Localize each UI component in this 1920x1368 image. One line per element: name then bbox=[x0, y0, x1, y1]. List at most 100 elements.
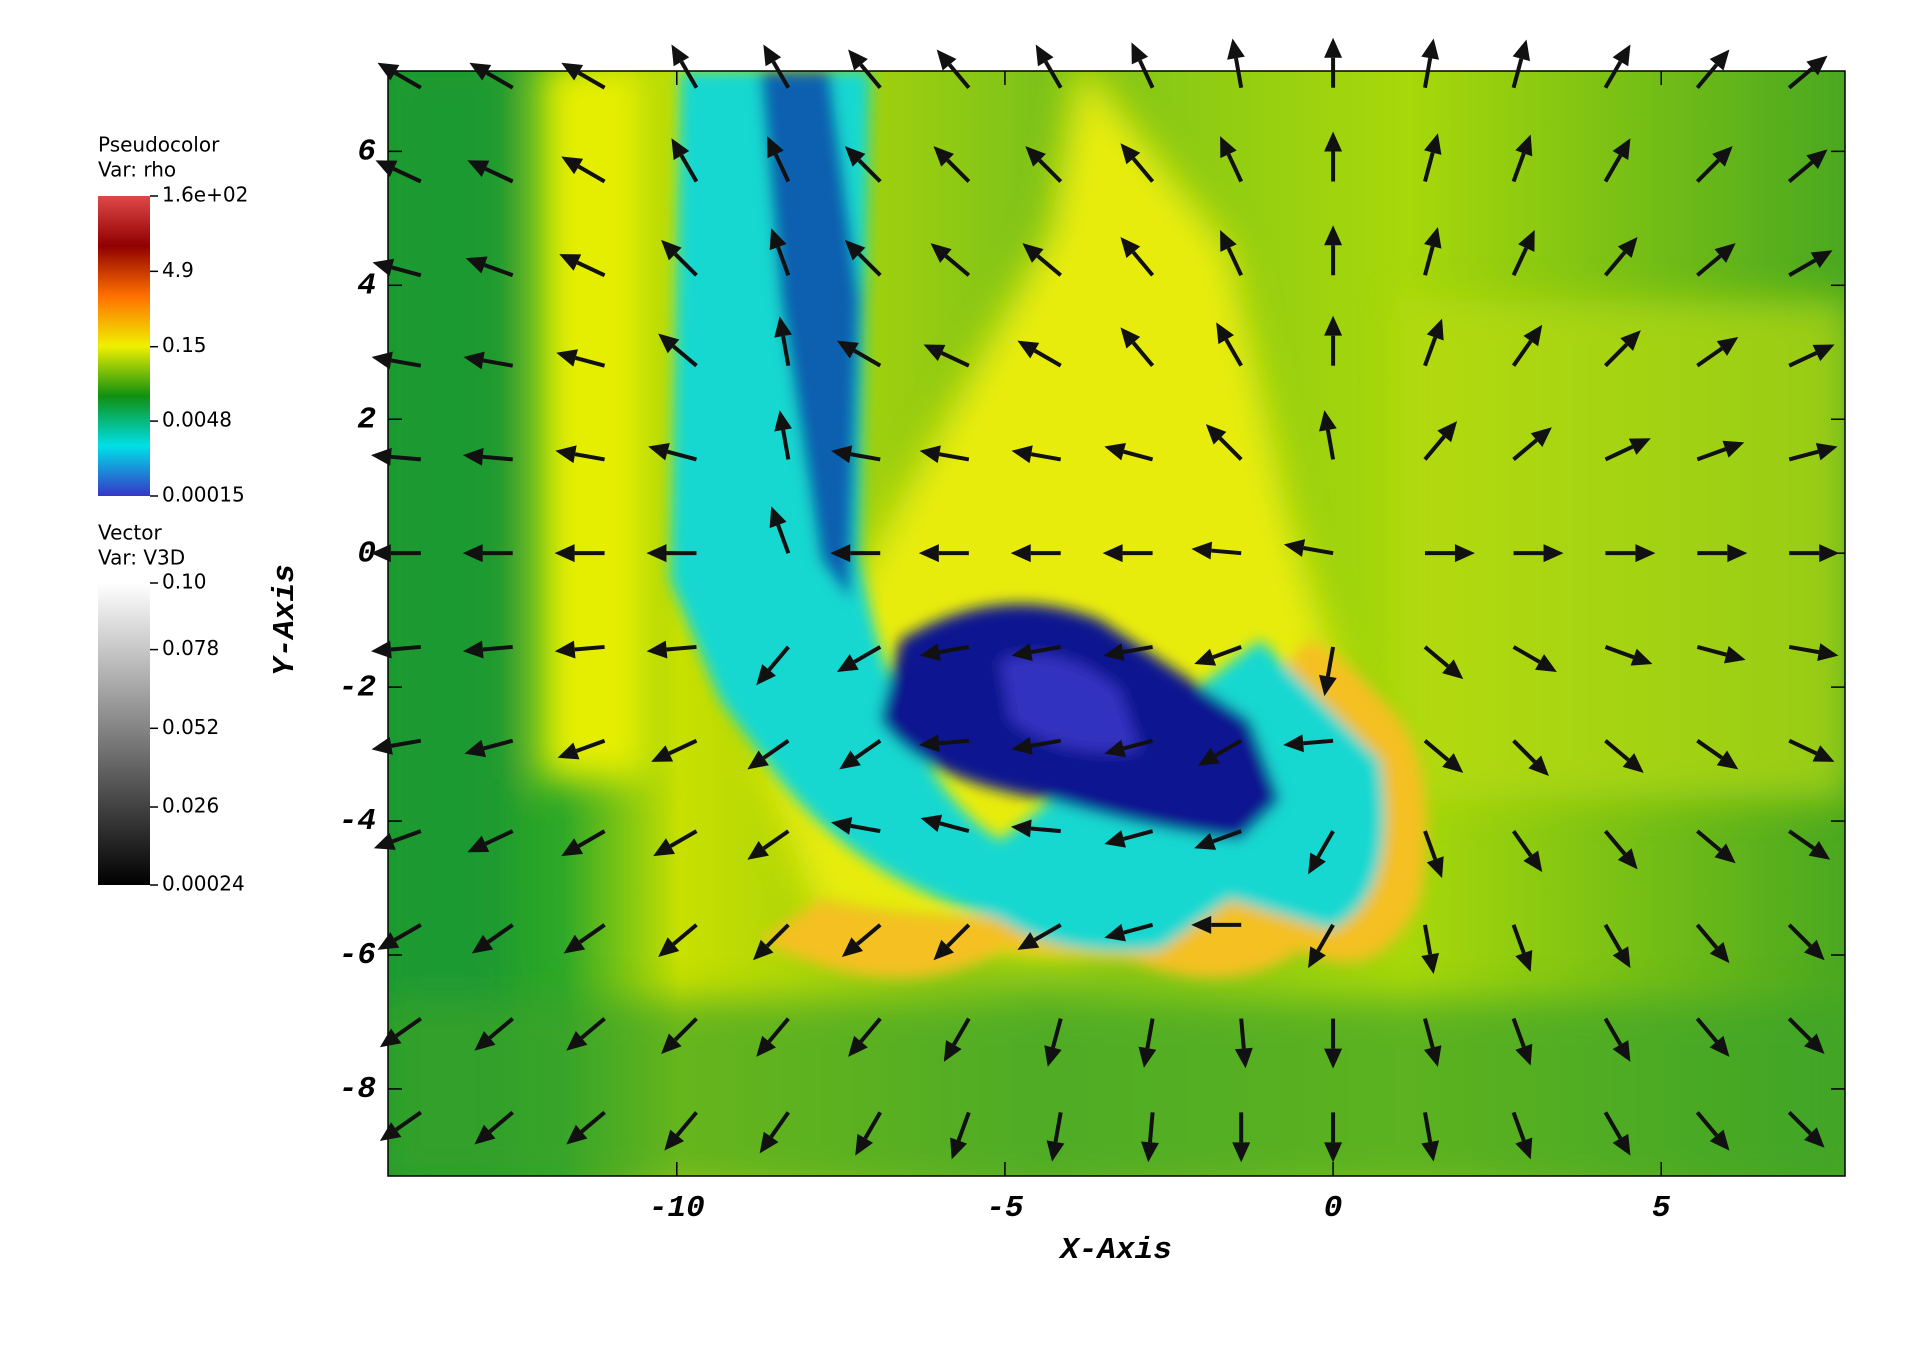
vector-arrow bbox=[1697, 544, 1748, 563]
vector-arrow bbox=[1604, 739, 1644, 773]
arrow-head bbox=[1806, 55, 1828, 76]
arrow-head bbox=[559, 254, 582, 271]
vector-arrow bbox=[1603, 1017, 1631, 1062]
arrow-head bbox=[377, 62, 400, 81]
arrow-head bbox=[1197, 747, 1220, 766]
vector-arrow bbox=[1788, 643, 1839, 662]
arrow-head bbox=[375, 160, 398, 177]
vector-arrow bbox=[462, 447, 513, 466]
arrow-shaft bbox=[1211, 548, 1242, 556]
arrow-shaft bbox=[853, 348, 882, 368]
vector-arrow bbox=[1512, 427, 1552, 461]
arrow-head bbox=[661, 239, 682, 261]
arrow-head bbox=[377, 932, 400, 950]
arrow-head bbox=[1010, 544, 1031, 563]
arrow-shaft bbox=[1122, 644, 1153, 655]
arrow-shaft bbox=[390, 738, 422, 748]
vector-arrow bbox=[848, 1017, 882, 1057]
arrow-head bbox=[1324, 315, 1343, 336]
arrow-shaft bbox=[1131, 157, 1155, 183]
arrow-head bbox=[1617, 848, 1638, 870]
arrow-head bbox=[1283, 734, 1304, 753]
arrow-head bbox=[1308, 946, 1326, 969]
y-tick-label: -2 bbox=[339, 670, 376, 705]
arrow-head bbox=[933, 146, 954, 167]
vector-arrow bbox=[1194, 829, 1242, 850]
arrow-shaft bbox=[1131, 341, 1155, 367]
vector-arrow bbox=[474, 1110, 514, 1145]
arrow-head bbox=[1622, 753, 1644, 773]
vector-arrow bbox=[1695, 1017, 1730, 1057]
vector-arrow bbox=[651, 738, 698, 762]
arrow-shaft bbox=[488, 1110, 514, 1134]
vector-arrow bbox=[1011, 737, 1062, 755]
arrow-head bbox=[1810, 250, 1833, 269]
vector-arrow bbox=[1603, 829, 1638, 870]
vector-arrow bbox=[1324, 315, 1343, 366]
arrow-shaft bbox=[580, 1017, 606, 1040]
arrow-shaft bbox=[1695, 63, 1719, 90]
vector-arrow bbox=[1696, 829, 1736, 864]
vector-arrow bbox=[379, 1110, 422, 1142]
arrow-head bbox=[1442, 753, 1464, 773]
arrow-head bbox=[752, 939, 774, 961]
colorbar-tick-label: 1.6e+02 bbox=[162, 183, 248, 207]
vector-arrow bbox=[471, 923, 514, 954]
arrow-shaft bbox=[1695, 1111, 1719, 1137]
vector-arrow bbox=[1511, 324, 1543, 367]
arrow-head bbox=[1819, 544, 1840, 563]
arrow-shaft bbox=[1030, 644, 1062, 655]
arrow-head bbox=[1712, 146, 1733, 167]
arrow-shaft bbox=[1695, 158, 1720, 183]
vector-arrow bbox=[370, 544, 421, 563]
vector-arrow bbox=[1421, 924, 1440, 975]
arrow-head bbox=[651, 745, 674, 762]
vector-arrow bbox=[855, 1111, 882, 1156]
arrow-shaft bbox=[578, 923, 606, 944]
colorbar-tick-label: 0.052 bbox=[162, 715, 219, 739]
arrow-shaft bbox=[1788, 829, 1815, 850]
arrow-head bbox=[372, 258, 395, 277]
arrow-shaft bbox=[1316, 923, 1335, 952]
vector-arrow bbox=[1423, 133, 1442, 183]
arrow-head bbox=[1515, 1137, 1533, 1160]
vector-arrow bbox=[554, 640, 605, 659]
arrow-shaft bbox=[1604, 444, 1634, 462]
arrow-head bbox=[1612, 44, 1631, 67]
arrow-head bbox=[1103, 643, 1125, 662]
arrow-shaft bbox=[679, 154, 699, 183]
arrow-head bbox=[1025, 146, 1046, 167]
arrow-head bbox=[1324, 37, 1343, 58]
vector-arrow bbox=[1010, 819, 1061, 838]
arrow-shaft bbox=[395, 1016, 422, 1038]
arrow-shaft bbox=[850, 823, 881, 834]
arrow-shaft bbox=[395, 1110, 422, 1132]
y-tick-label: 2 bbox=[357, 402, 376, 437]
vector-arrow bbox=[830, 445, 881, 464]
arrow-shaft bbox=[1511, 152, 1526, 183]
arrow-shaft bbox=[1787, 160, 1814, 184]
x-tick-label: 5 bbox=[1652, 1191, 1671, 1226]
vector-arrow bbox=[661, 239, 698, 277]
arrow-shaft bbox=[679, 60, 699, 89]
vector-arrow bbox=[839, 739, 882, 770]
arrow-shaft bbox=[393, 71, 422, 90]
arrow-shaft bbox=[1603, 923, 1623, 952]
arrow-head bbox=[462, 447, 484, 466]
arrow-head bbox=[1454, 544, 1475, 563]
arrow-head bbox=[936, 49, 957, 71]
vector-arrow bbox=[1308, 830, 1335, 875]
vector-arrow bbox=[1695, 49, 1730, 90]
arrow-head bbox=[1102, 544, 1123, 563]
arrow-head bbox=[462, 640, 484, 659]
arrow-shaft bbox=[938, 452, 970, 462]
arrow-shaft bbox=[672, 344, 698, 368]
arrow-shaft bbox=[1422, 57, 1433, 89]
arrow-shaft bbox=[767, 645, 790, 672]
arrow-head bbox=[1191, 915, 1212, 934]
arrow-head bbox=[474, 1031, 496, 1051]
arrow-shaft bbox=[486, 923, 514, 944]
vector-arrow bbox=[1216, 322, 1243, 367]
vector-arrow bbox=[1283, 734, 1334, 753]
vector-arrow bbox=[763, 44, 791, 89]
